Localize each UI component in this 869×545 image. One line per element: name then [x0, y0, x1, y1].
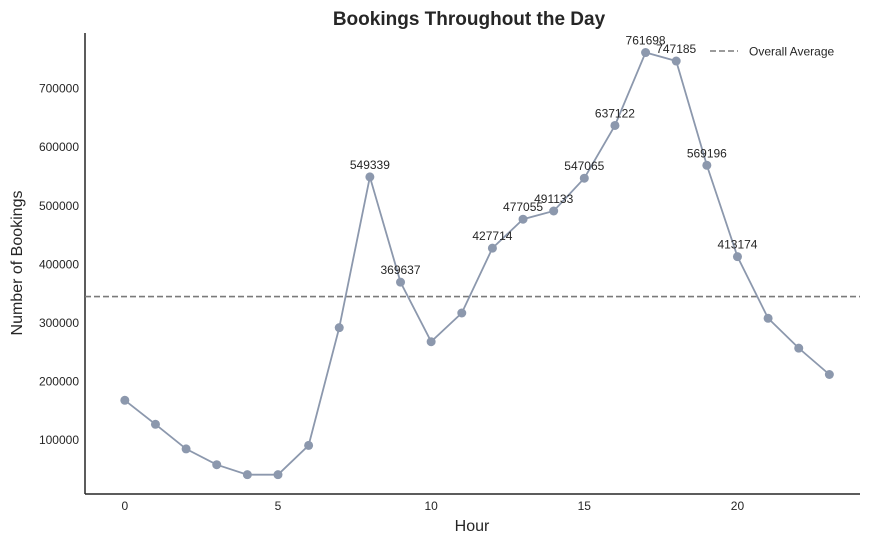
data-point — [671, 56, 681, 66]
data-label: 747185 — [656, 42, 696, 56]
data-point — [365, 172, 375, 182]
data-point — [487, 243, 497, 253]
x-axis-label: Hour — [455, 518, 490, 535]
data-point — [150, 419, 160, 429]
data-point — [426, 337, 436, 347]
data-point — [212, 460, 222, 470]
y-tick-label: 300000 — [39, 316, 79, 330]
data-point — [457, 308, 467, 318]
data-point — [579, 173, 589, 183]
y-tick-label: 700000 — [39, 82, 79, 96]
data-point — [334, 323, 344, 333]
data-label: 369637 — [380, 263, 420, 277]
y-tick-label: 400000 — [39, 257, 79, 271]
data-point — [641, 48, 651, 58]
data-point — [794, 343, 804, 353]
data-point — [732, 252, 742, 262]
data-label: 413174 — [717, 238, 757, 252]
chart-title: Bookings Throughout the Day — [333, 9, 606, 30]
data-point — [120, 395, 130, 405]
plot-area: 0 5 10 15 20 100000 200000 300000 400000 500000 60… — [39, 33, 860, 513]
data-point — [549, 206, 559, 216]
data-label: 477055 — [503, 200, 543, 214]
y-axis-label: Number of Bookings — [9, 191, 26, 336]
data-label: 549339 — [350, 158, 390, 172]
data-label: 491133 — [534, 192, 573, 206]
legend: Overall Average — [710, 45, 834, 59]
data-point — [702, 160, 712, 170]
data-label: 761698 — [626, 34, 666, 48]
data-point — [304, 440, 314, 450]
data-point — [610, 120, 620, 130]
data-point — [181, 444, 191, 454]
data-label: 427714 — [472, 229, 512, 243]
y-tick-label: 100000 — [39, 433, 79, 447]
data-label: 547065 — [564, 159, 604, 173]
data-point — [518, 214, 528, 224]
legend-average-label: Overall Average — [749, 45, 834, 59]
y-tick-label: 500000 — [39, 199, 79, 213]
y-tick-label: 200000 — [39, 375, 79, 389]
x-tick-label: 5 — [275, 499, 282, 513]
data-point — [273, 470, 283, 480]
data-point — [763, 313, 773, 323]
series-line — [124, 51, 830, 476]
x-tick-label: 15 — [578, 499, 592, 513]
x-tick-label: 0 — [121, 499, 128, 513]
x-tick-label: 20 — [731, 499, 745, 513]
x-tick-label: 10 — [424, 499, 438, 513]
data-label: 637122 — [595, 106, 635, 120]
data-label: 569196 — [687, 146, 727, 160]
y-tick-label: 600000 — [39, 140, 79, 154]
data-point — [824, 370, 834, 380]
data-point — [396, 277, 406, 287]
data-point — [242, 470, 252, 480]
